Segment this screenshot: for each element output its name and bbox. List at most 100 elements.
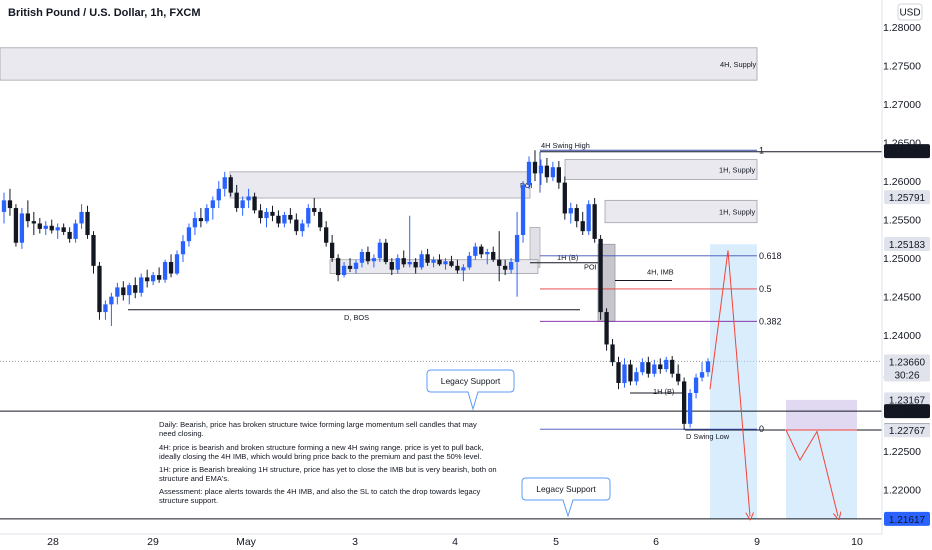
candle[interactable] bbox=[514, 211, 520, 297]
candle[interactable] bbox=[359, 248, 365, 268]
candle[interactable] bbox=[91, 231, 96, 274]
candle[interactable] bbox=[580, 211, 585, 236]
candle[interactable] bbox=[419, 250, 424, 270]
candle[interactable] bbox=[562, 176, 567, 220]
candle[interactable] bbox=[210, 196, 215, 220]
candle[interactable] bbox=[664, 356, 669, 373]
candle[interactable] bbox=[556, 161, 561, 189]
candle[interactable] bbox=[31, 211, 36, 236]
candle[interactable] bbox=[455, 259, 460, 274]
candle[interactable] bbox=[103, 300, 108, 320]
candle[interactable] bbox=[485, 248, 490, 265]
candle[interactable] bbox=[574, 204, 579, 228]
candle[interactable] bbox=[270, 205, 275, 222]
price-axis[interactable]: 1.280001.275001.270001.265001.260001.255… bbox=[881, 0, 932, 550]
candle[interactable] bbox=[401, 250, 406, 268]
candle[interactable] bbox=[520, 181, 526, 243]
candle[interactable] bbox=[67, 227, 72, 243]
candle[interactable] bbox=[252, 192, 257, 214]
candle[interactable] bbox=[49, 219, 54, 234]
candle[interactable] bbox=[168, 254, 174, 278]
candle[interactable] bbox=[437, 254, 442, 266]
candle[interactable] bbox=[204, 204, 209, 224]
candle[interactable] bbox=[1, 192, 7, 224]
candle[interactable] bbox=[25, 200, 31, 228]
candle[interactable] bbox=[318, 208, 323, 232]
candle[interactable] bbox=[377, 238, 383, 262]
candle[interactable] bbox=[264, 208, 269, 228]
candle[interactable] bbox=[622, 358, 627, 388]
candle[interactable] bbox=[681, 377, 687, 430]
candle[interactable] bbox=[324, 221, 329, 247]
time-axis[interactable]: 28 29 May 3 4 5 6 9 10 bbox=[0, 533, 932, 550]
candle[interactable] bbox=[300, 219, 305, 237]
candle[interactable] bbox=[127, 282, 132, 305]
candle[interactable] bbox=[371, 254, 377, 268]
candle[interactable] bbox=[258, 204, 263, 224]
candle[interactable] bbox=[693, 373, 699, 399]
candle[interactable] bbox=[198, 208, 204, 228]
candle[interactable] bbox=[652, 359, 657, 377]
candle[interactable] bbox=[473, 242, 478, 260]
candle[interactable] bbox=[383, 238, 388, 265]
candle[interactable] bbox=[13, 204, 19, 247]
candle[interactable] bbox=[228, 174, 233, 197]
candle[interactable] bbox=[156, 267, 162, 283]
candle[interactable] bbox=[37, 218, 42, 234]
candle[interactable] bbox=[604, 308, 609, 351]
candle[interactable] bbox=[174, 250, 180, 276]
candle[interactable] bbox=[61, 223, 66, 236]
candle[interactable] bbox=[19, 208, 25, 249]
candle[interactable] bbox=[658, 358, 663, 374]
candle[interactable] bbox=[276, 210, 281, 228]
candle[interactable] bbox=[139, 273, 144, 297]
candle[interactable] bbox=[526, 156, 532, 189]
candle[interactable] bbox=[306, 204, 311, 228]
candle[interactable] bbox=[592, 198, 597, 243]
candle[interactable] bbox=[497, 231, 502, 282]
candle[interactable] bbox=[240, 196, 245, 216]
candle[interactable] bbox=[288, 208, 293, 224]
candle[interactable] bbox=[532, 150, 538, 182]
candle[interactable] bbox=[491, 246, 496, 262]
candles[interactable] bbox=[1, 150, 711, 430]
candle[interactable] bbox=[97, 261, 102, 320]
candle[interactable] bbox=[646, 356, 651, 378]
candle[interactable] bbox=[192, 211, 198, 236]
candle[interactable] bbox=[222, 171, 227, 197]
candle[interactable] bbox=[347, 258, 353, 273]
candle[interactable] bbox=[216, 181, 221, 209]
candle[interactable] bbox=[598, 235, 603, 320]
candle[interactable] bbox=[145, 269, 150, 288]
candle[interactable] bbox=[538, 159, 544, 185]
candle[interactable] bbox=[246, 188, 251, 209]
candle[interactable] bbox=[640, 358, 645, 376]
candle[interactable] bbox=[461, 264, 466, 282]
candle[interactable] bbox=[705, 358, 711, 377]
candle[interactable] bbox=[568, 202, 573, 224]
candle[interactable] bbox=[628, 359, 633, 386]
candle[interactable] bbox=[425, 248, 430, 266]
candle[interactable] bbox=[610, 339, 615, 367]
candle[interactable] bbox=[544, 157, 550, 183]
candle[interactable] bbox=[699, 362, 705, 382]
candle[interactable] bbox=[55, 223, 60, 239]
candle[interactable] bbox=[335, 254, 341, 282]
candle[interactable] bbox=[73, 219, 78, 243]
candle[interactable] bbox=[413, 258, 418, 274]
candle[interactable] bbox=[634, 367, 639, 386]
candle[interactable] bbox=[443, 258, 448, 270]
candle[interactable] bbox=[687, 389, 693, 428]
candle[interactable] bbox=[616, 356, 621, 390]
candle[interactable] bbox=[234, 184, 239, 212]
candle[interactable] bbox=[43, 221, 48, 236]
candle[interactable] bbox=[508, 258, 514, 274]
candle[interactable] bbox=[586, 200, 591, 236]
candle[interactable] bbox=[449, 255, 454, 268]
candle[interactable] bbox=[162, 259, 168, 283]
candle[interactable] bbox=[353, 259, 359, 274]
candle[interactable] bbox=[109, 292, 114, 326]
candle[interactable] bbox=[85, 205, 90, 239]
candle[interactable] bbox=[115, 282, 120, 305]
